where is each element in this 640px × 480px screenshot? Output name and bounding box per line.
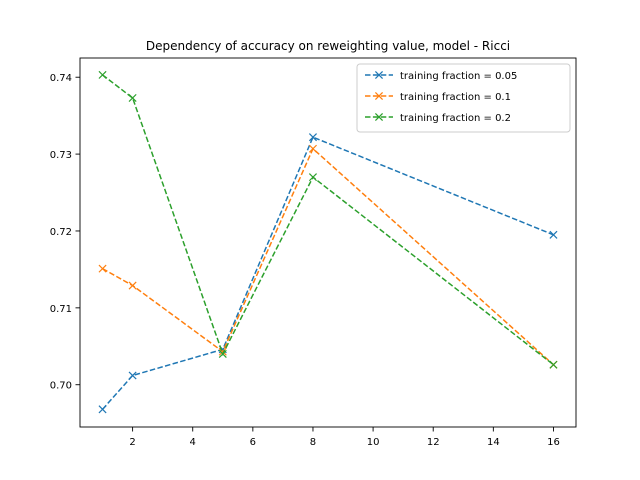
axes-frame (79, 57, 577, 428)
marker-stroke (98, 405, 107, 414)
y-tick-label: 0.73 (50, 150, 72, 161)
marker-stroke (218, 349, 227, 358)
y-tick-label: 0.70 (50, 381, 72, 392)
data-point (308, 133, 317, 142)
data-point (308, 173, 317, 182)
x-tick-label: 2 (129, 437, 135, 448)
series-3 (98, 70, 558, 369)
legend-entry-2: training fraction = 0.1 (365, 91, 511, 103)
legend-marker (374, 91, 384, 101)
legend-label: training fraction = 0.05 (400, 71, 517, 82)
y-tick-label: 0.74 (50, 73, 72, 84)
data-point (98, 264, 107, 273)
data-point (128, 281, 137, 290)
marker-stroke (308, 144, 317, 153)
y-tick-label: 0.72 (50, 227, 72, 238)
x-tick-label: 4 (190, 437, 196, 448)
marker-stroke (549, 230, 558, 239)
data-point (549, 230, 558, 239)
y-tick-label: 0.71 (50, 304, 72, 315)
legend-label: training fraction = 0.1 (400, 92, 511, 103)
data-point (128, 371, 137, 380)
legend-entry-3: training fraction = 0.2 (365, 112, 511, 124)
x-tick-label: 16 (547, 437, 560, 448)
x-tick-label: 8 (310, 437, 316, 448)
marker-stroke (308, 133, 317, 142)
legend-label: training fraction = 0.2 (400, 113, 511, 124)
data-point (549, 360, 558, 369)
marker-stroke (218, 347, 227, 356)
marker-stroke (549, 360, 558, 369)
marker-stroke (128, 371, 137, 380)
legend-entry-1: training fraction = 0.05 (365, 70, 517, 82)
data-point (98, 405, 107, 414)
data-point (98, 70, 107, 79)
marker-stroke (128, 93, 137, 102)
legend: training fraction = 0.05 training fractio… (356, 63, 571, 133)
data-point (308, 144, 317, 153)
marker-stroke (308, 173, 317, 182)
x-tick-label: 6 (250, 437, 256, 448)
legend-marker (374, 70, 384, 80)
legend-box (356, 63, 571, 133)
axes: 2 4 6 8 10 12 14 16 0.70 0.71 0.72 0.73 0.74 (50, 57, 577, 448)
marker-stroke (98, 70, 107, 79)
data-point (128, 93, 137, 102)
x-tick-label: 12 (427, 437, 440, 448)
x-tick-label: 10 (367, 437, 380, 448)
x-tick-label: 14 (487, 437, 500, 448)
chart-title: Dependency of accuracy on reweighting va… (146, 39, 510, 53)
legend-marker (374, 112, 384, 122)
marker-stroke (98, 264, 107, 273)
data-point (218, 349, 227, 358)
marker-stroke (128, 281, 137, 290)
